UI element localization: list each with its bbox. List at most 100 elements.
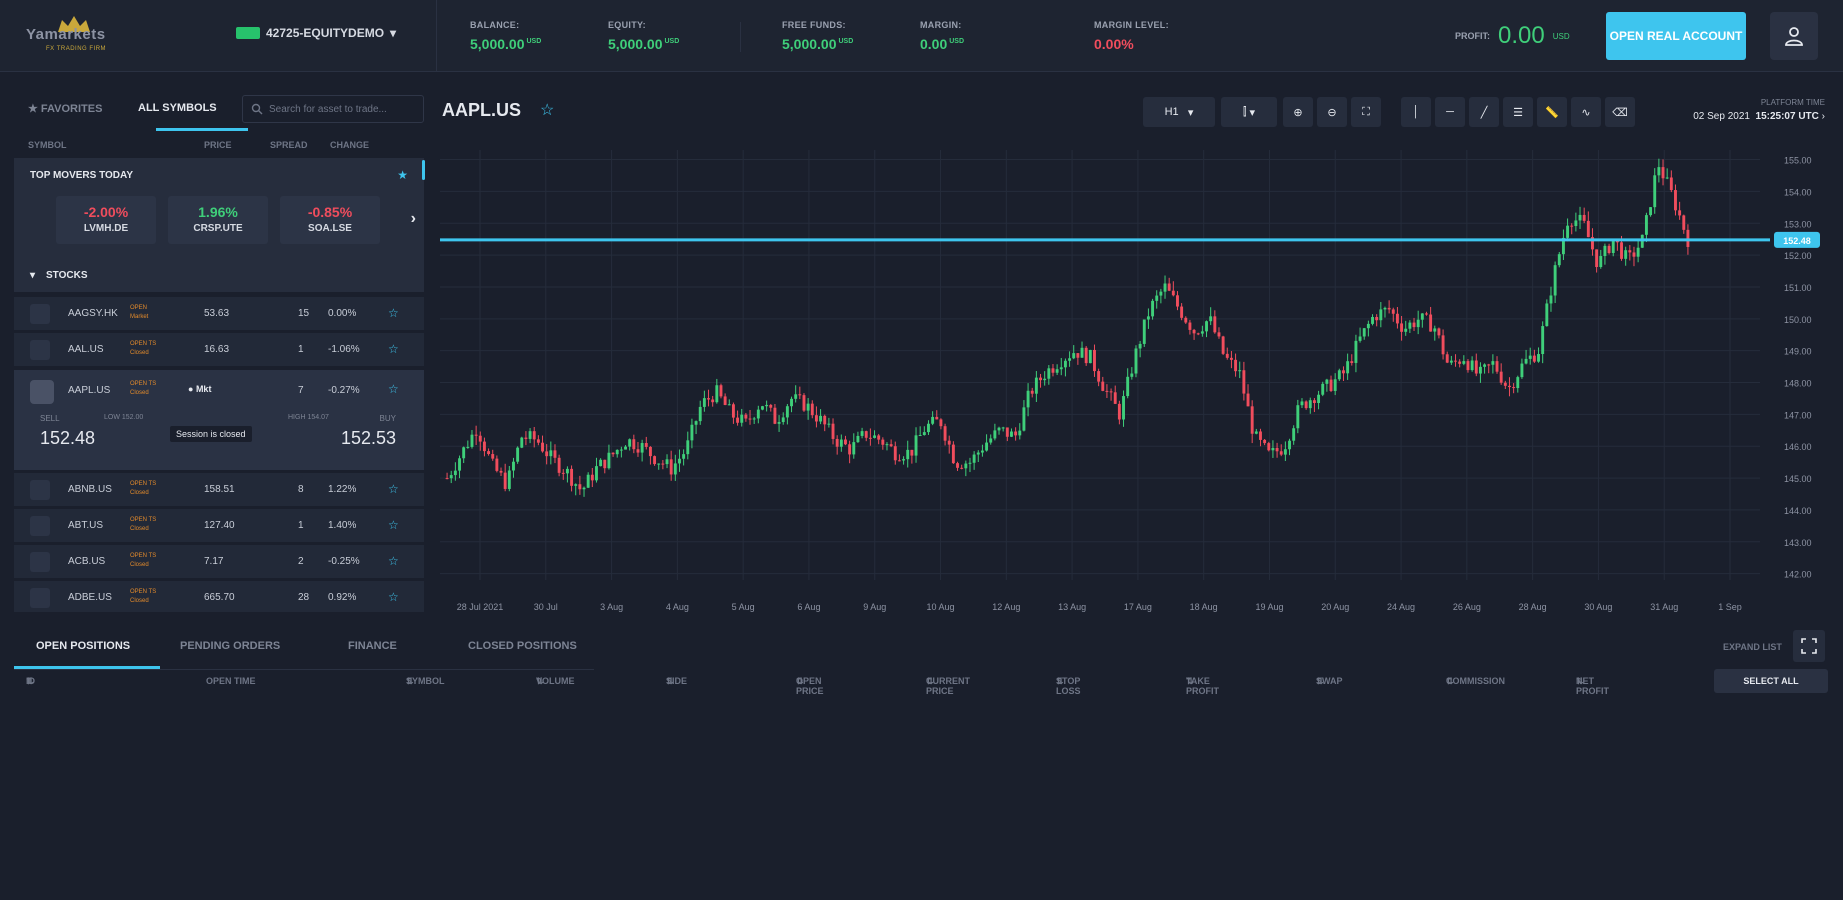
symbol-row[interactable]: ACB.US OPEN TS Closed 7.17 2 -0.25% ☆ (14, 544, 424, 578)
star-icon[interactable]: ☆ (388, 382, 399, 396)
y-tick-label: 151.00 (1784, 283, 1812, 293)
candle-body (1561, 237, 1565, 255)
top-movers-title: TOP MOVERS TODAY (30, 170, 133, 181)
fit-button[interactable]: ⛶ (1351, 97, 1381, 127)
col-volume[interactable]: VOLUME ⇅ (536, 676, 575, 686)
col-symbol[interactable]: SYMBOL ⇅ (406, 676, 445, 686)
tab-favorites[interactable]: ★ FAVORITES (28, 103, 103, 115)
star-icon[interactable]: ☆ (388, 342, 399, 356)
col-open-price[interactable]: OPEN PRICE ⇅ (796, 676, 824, 696)
col-id[interactable]: ID ⇅ (26, 676, 35, 686)
trend-line-tool[interactable]: ╱ (1469, 97, 1499, 127)
tab-finance[interactable]: FINANCE (348, 640, 397, 652)
candle-body (1101, 381, 1105, 391)
candle-body (785, 406, 789, 418)
tab-all-symbols[interactable]: ALL SYMBOLS (138, 102, 217, 114)
star-icon[interactable]: ★ (397, 168, 408, 182)
horizontal-line-tool[interactable]: ─ (1435, 97, 1465, 127)
chart-symbol-title: AAPL.US (442, 100, 522, 120)
symbol-row[interactable]: ADBE.US OPEN TS Closed 665.70 28 0.92% ☆ (14, 580, 424, 612)
candle-body (798, 394, 802, 396)
user-profile-button[interactable] (1770, 12, 1818, 60)
candle-body (985, 442, 989, 451)
buy-price-button[interactable]: 152.53 (340, 428, 396, 448)
col-commission[interactable]: COMMISSION ⇅ (1446, 676, 1506, 686)
y-tick-label: 147.00 (1784, 410, 1812, 420)
symbol-row[interactable]: AAL.US OPEN TS Closed 16.63 1 -1.06% ☆ (14, 332, 424, 366)
candle-body (997, 427, 1001, 431)
channel-tool[interactable]: ☰ (1503, 97, 1533, 127)
zoom-out-button[interactable]: ⊖ (1317, 97, 1347, 127)
col-open-time[interactable]: OPEN TIME (206, 676, 256, 686)
symbol-row[interactable]: ABT.US OPEN TS Closed 127.40 1 1.40% ☆ (14, 508, 424, 542)
candle-body (512, 461, 515, 471)
candle-body (1628, 250, 1632, 253)
mover-card[interactable]: -0.85% SOA.LSE (280, 196, 380, 244)
candle-body (931, 416, 935, 424)
symbol-row[interactable]: AAGSY.HK OPEN Market 53.63 15 0.00% ☆ (14, 296, 424, 330)
symbol-row[interactable]: ABNB.US OPEN TS Closed 158.51 8 1.22% ☆ (14, 472, 424, 506)
candle-body (1271, 447, 1275, 451)
star-icon[interactable]: ☆ (388, 554, 399, 568)
star-icon[interactable]: ☆ (388, 306, 399, 320)
tab-open-positions[interactable]: OPEN POSITIONS (36, 640, 131, 652)
col-net-profit[interactable]: NET PROFIT ⇅ (1576, 676, 1609, 696)
list-scrollbar[interactable] (422, 160, 425, 180)
profit-value: 0.00 (1498, 22, 1545, 49)
chart-type-selector[interactable]: ⫿ ▾ (1221, 97, 1277, 127)
tab-pending-orders[interactable]: PENDING ORDERS (180, 640, 281, 652)
y-tick-label: 143.00 (1784, 538, 1812, 548)
brand-logo[interactable]: Yamarkets FX TRADING FIRM (26, 14, 156, 54)
star-icon[interactable]: ☆ (540, 102, 555, 119)
zoom-in-button[interactable]: ⊕ (1283, 97, 1313, 127)
account-selector[interactable]: 42725-EQUITYDEMO ▾ (236, 26, 396, 40)
candle-body (1263, 439, 1267, 444)
sell-price-button[interactable]: 152.48 (40, 428, 96, 448)
star-icon[interactable]: ☆ (388, 482, 399, 496)
timeframe-selector[interactable]: H1 ▾ (1143, 97, 1215, 127)
clear-drawings-tool[interactable]: ⌫ (1605, 97, 1635, 127)
candle-body (819, 415, 823, 422)
candle-body (487, 451, 491, 455)
select-all-button[interactable]: SELECT ALL (1714, 669, 1828, 693)
candle-body (1553, 265, 1557, 296)
selected-symbol-row[interactable]: AAPL.US OPEN TS Closed ● Mkt 7 -0.27% ☆ … (14, 370, 424, 470)
mover-card[interactable]: 1.96% CRSP.UTE (168, 196, 268, 244)
vertical-line-tool[interactable]: │ (1401, 97, 1431, 127)
candle-body (520, 437, 524, 448)
col-stop-loss[interactable]: STOP LOSS ⇅ (1056, 676, 1081, 696)
fibonacci-tool[interactable]: ∿ (1571, 97, 1601, 127)
candle-body (1454, 360, 1457, 362)
col-current-price[interactable]: CURRENT PRICE ⇅ (926, 676, 970, 696)
chart-grid (440, 150, 1760, 580)
x-tick-label: 17 Aug (1124, 602, 1152, 612)
chevron-right-icon[interactable]: › (410, 210, 416, 227)
tab-closed-positions[interactable]: CLOSED POSITIONS (468, 640, 577, 652)
top-movers-card: TOP MOVERS TODAY ★ -2.00% LVMH.DE 1.96% … (14, 158, 424, 290)
fibonacci-icon: ∿ (1581, 106, 1591, 119)
col-take-profit[interactable]: TAKE PROFIT ⇅ (1186, 676, 1219, 696)
star-icon[interactable]: ☆ (388, 590, 399, 604)
x-tick-label: 10 Aug (927, 602, 955, 612)
col-swap[interactable]: SWAP ⇅ (1316, 676, 1343, 686)
mover-card[interactable]: -2.00% LVMH.DE (56, 196, 156, 244)
symbol-search-input[interactable]: Search for asset to trade... (242, 95, 424, 123)
stocks-section-header[interactable]: ▾ STOCKS (14, 260, 424, 292)
brand-name: Yamarkets (26, 26, 106, 43)
star-icon[interactable]: ☆ (388, 518, 399, 532)
open-real-account-button[interactable]: OPEN REAL ACCOUNT (1606, 12, 1746, 60)
expand-list-button[interactable] (1793, 630, 1825, 662)
y-tick-label: 146.00 (1784, 442, 1812, 452)
price-chart[interactable]: 155.00 154.00 153.00 152.00 151.00 150.00 149.… (440, 140, 1843, 620)
candle-body (897, 460, 901, 462)
candle-body (1495, 361, 1499, 372)
col-side[interactable]: SIDE ⇅ (666, 676, 688, 686)
candle-body (1321, 383, 1325, 395)
candle-body (968, 462, 972, 464)
expand-icon (1801, 638, 1817, 654)
candle-body (1217, 332, 1221, 337)
ruler-tool[interactable]: 📏 (1537, 97, 1567, 127)
candle-body (993, 430, 997, 439)
candle-body (707, 398, 710, 400)
candle-body (1653, 175, 1657, 208)
